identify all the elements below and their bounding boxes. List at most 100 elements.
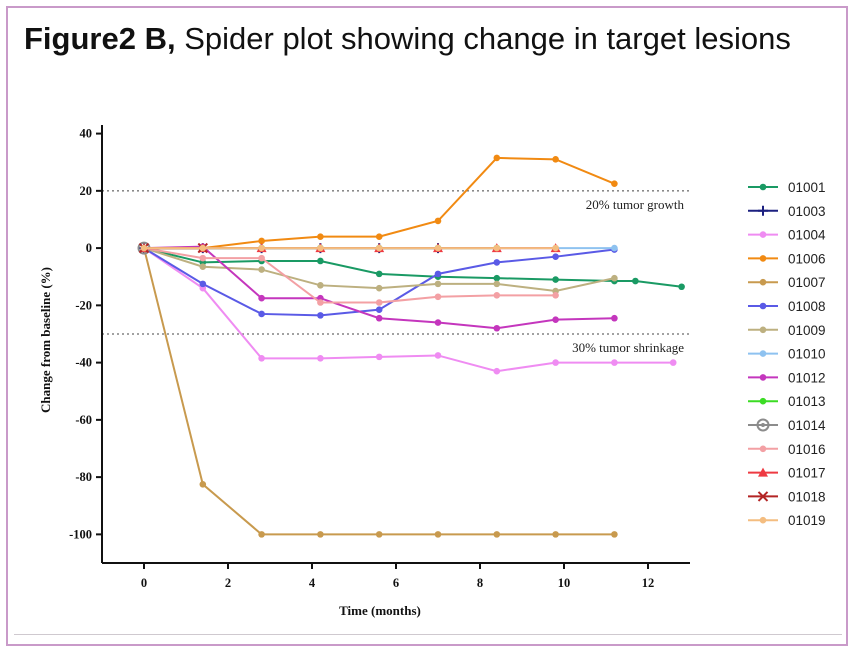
series-01009-point: [375, 284, 383, 292]
legend-label: 01007: [788, 275, 826, 290]
legend-label: 01003: [788, 204, 826, 219]
series-01007-point: [258, 531, 265, 538]
series-01019-point: [434, 244, 442, 252]
legend-item: 01012: [748, 370, 826, 385]
series-01012-point: [611, 314, 618, 322]
series-01004-point: [552, 359, 559, 366]
series-01016-line: [143, 247, 556, 304]
series-01009-point: [258, 266, 265, 273]
series-01009-point: [317, 282, 324, 289]
legend-label: 01008: [788, 299, 826, 314]
x-tick-label: 6: [393, 576, 399, 590]
series-01016-point: [375, 299, 383, 306]
series-01008-point: [258, 310, 265, 318]
legend-swatch-marker: [759, 516, 767, 524]
legend: 01001 01003 01004 01006 01007 01008 01009 01010…: [748, 180, 826, 528]
series-01007-point: [434, 531, 442, 538]
x-axis-title: Time (months): [339, 603, 421, 618]
series-01019-point: [317, 244, 324, 252]
legend-label: 01001: [788, 180, 826, 195]
series-01019-point: [258, 244, 265, 252]
legend-swatch-marker: [758, 467, 768, 477]
series-01007-point: [611, 531, 618, 538]
series-01009-point: [434, 280, 442, 288]
x-tick-label: 12: [642, 576, 655, 590]
series-01009-line: [143, 247, 615, 293]
series-01006-point: [317, 233, 324, 240]
legend-swatch-marker: [759, 397, 767, 405]
series-01007-point: [375, 531, 383, 538]
legend-swatch-marker: [759, 231, 767, 238]
series-01019: [140, 244, 559, 252]
y-axis-title: Change from baseline (%): [38, 267, 53, 413]
series-01016-point: [552, 292, 559, 299]
divider: [14, 634, 842, 635]
x-tick-label: 10: [558, 576, 571, 590]
legend-item: 01010: [748, 347, 826, 362]
series-01004-point: [258, 355, 265, 362]
series-01007-point: [493, 531, 501, 538]
legend-label: 01016: [788, 442, 826, 457]
legend-item: 01006: [748, 251, 826, 266]
series-01016-point: [434, 293, 442, 301]
series-01008-point: [552, 253, 559, 260]
reference-lines: 20% tumor growth 30% tumor shrinkage: [102, 190, 690, 355]
series-01004-point: [493, 367, 501, 375]
series-01016-point: [258, 254, 265, 262]
legend-item: 01018: [748, 489, 826, 504]
legend-label: 01017: [788, 466, 826, 481]
series-01001-point: [552, 276, 559, 283]
series-01008: [140, 244, 618, 319]
series-01016-point: [317, 299, 324, 306]
series-01006-point: [611, 180, 618, 187]
series-01001-point: [375, 270, 383, 278]
series-01004-point: [611, 359, 618, 366]
legend-swatch-marker: [759, 326, 767, 334]
series-01001-point: [678, 283, 685, 291]
y-tick-label: -40: [75, 356, 92, 370]
legend-swatch-marker: [759, 302, 767, 310]
series-01004-point: [317, 355, 324, 362]
reference-line-label: 20% tumor growth: [586, 197, 685, 212]
series-01008-point: [199, 280, 207, 288]
series-01007-point: [317, 531, 324, 538]
legend-label: 01012: [788, 370, 826, 385]
series-01012-point: [552, 316, 559, 323]
legend-label: 01010: [788, 347, 826, 362]
series-01008-point: [317, 312, 324, 319]
series-01009-point: [199, 263, 207, 271]
legend-label: 01014: [788, 418, 826, 433]
x-tick-label: 0: [141, 576, 147, 590]
legend-item: 01013: [748, 394, 826, 409]
series-01001-point: [317, 257, 324, 265]
series-01012-point: [258, 294, 265, 302]
legend-swatch-marker: [756, 418, 770, 432]
series-01019-point: [199, 244, 207, 252]
series-01004-point: [669, 359, 677, 366]
series-lines: [137, 154, 685, 538]
series-01012-point: [434, 319, 442, 326]
series-01001-point: [493, 274, 501, 282]
y-tick-label: -80: [75, 470, 92, 484]
y-tick-label: 20: [80, 184, 93, 198]
legend-swatch-marker: [759, 255, 767, 262]
legend-swatch-marker-center: [761, 423, 765, 427]
series-01016-point: [493, 292, 501, 299]
series-01019-point: [552, 244, 559, 252]
series-01006-point: [258, 237, 265, 245]
series-01007-point: [552, 531, 559, 538]
series-01006-point: [493, 154, 501, 162]
series-01016-point: [199, 254, 207, 262]
x-tick-label: 2: [225, 576, 231, 590]
series-01006-point: [375, 233, 383, 240]
legend-item: 01009: [748, 323, 826, 338]
series-01012-point: [493, 324, 501, 332]
y-tick-label: 0: [86, 241, 92, 255]
y-tick-label: 40: [80, 127, 93, 141]
series-01019-point: [375, 244, 383, 252]
series-01004-point: [434, 352, 442, 359]
reference-line-label: 30% tumor shrinkage: [572, 340, 684, 355]
legend-swatch-marker: [759, 374, 767, 381]
legend-item: 01008: [748, 299, 826, 314]
